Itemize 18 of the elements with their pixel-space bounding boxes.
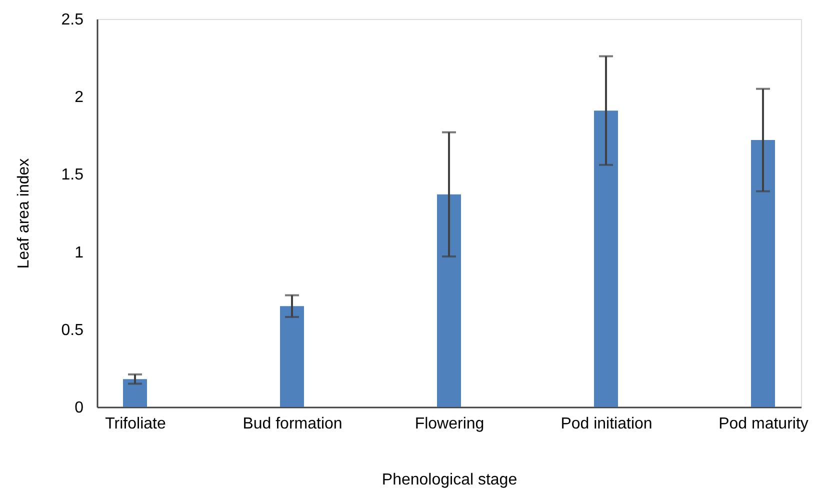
x-tick-label: Trifoliate xyxy=(105,416,166,432)
y-tick-label: 1 xyxy=(74,244,84,262)
bar xyxy=(594,110,618,407)
x-tick-label: Pod maturity xyxy=(718,416,808,432)
x-tick-label: Flowering xyxy=(414,416,484,432)
y-axis-title: Leaf area index xyxy=(15,158,32,269)
bar xyxy=(280,306,304,407)
x-tick-label: Pod initiation xyxy=(560,416,652,432)
bar xyxy=(437,194,461,407)
y-tick-label: 1.5 xyxy=(61,166,84,184)
x-axis-title: Phenological stage xyxy=(382,472,518,488)
x-tick-label: Bud formation xyxy=(242,416,342,432)
bar xyxy=(751,140,776,407)
y-tick-label: 2.5 xyxy=(61,12,84,28)
y-tick-label: 0.5 xyxy=(61,322,84,339)
bar xyxy=(122,379,147,407)
y-tick-label: 0 xyxy=(74,400,84,416)
y-tick-label: 2 xyxy=(74,89,84,106)
